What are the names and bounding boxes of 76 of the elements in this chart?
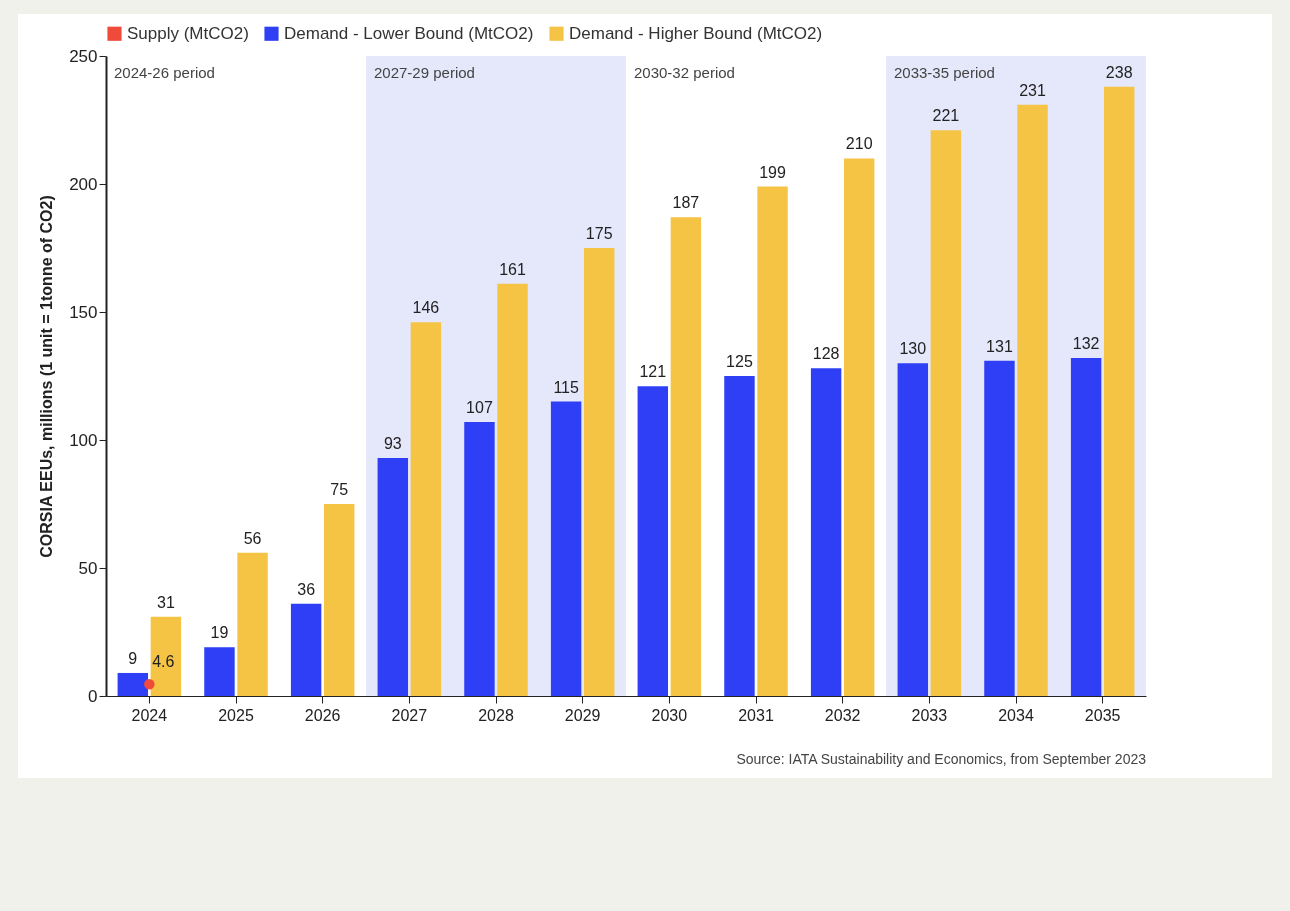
data-label: 125	[726, 353, 753, 370]
y-tick-label: 100	[69, 430, 98, 450]
data-label: 9	[128, 649, 138, 667]
bar	[897, 363, 929, 696]
bar	[410, 322, 442, 696]
x-tick-label: 2025	[218, 706, 254, 724]
annotation: 2024-26 period	[114, 64, 215, 81]
data-label: 161	[499, 260, 526, 278]
x-tick-label: 2026	[304, 706, 341, 724]
bar	[583, 248, 615, 696]
bar	[323, 504, 355, 696]
data-label: 187	[672, 194, 700, 212]
legend-label: Demand - Higher Bound (MtCO2)	[569, 23, 823, 43]
band-label: 2033-35 period	[894, 64, 995, 81]
data-label: 107	[466, 399, 493, 417]
data-label: 121	[639, 363, 667, 381]
x-tick-label: 2032	[824, 706, 861, 724]
data-label: 36	[297, 580, 316, 598]
x-tick-label: 2030	[651, 706, 688, 724]
bar	[150, 616, 182, 696]
data-label: 75	[330, 481, 349, 498]
y-tick-label: 0	[88, 686, 98, 706]
bar	[810, 368, 842, 696]
data-label: 221	[932, 107, 960, 125]
data-label: 115	[553, 378, 579, 396]
bar	[204, 647, 235, 696]
x-tick-label: 2031	[738, 706, 774, 724]
bar	[757, 186, 788, 696]
x-tick-label: 2034	[998, 706, 1034, 724]
data-label: 231	[1019, 81, 1046, 99]
bar	[497, 283, 528, 696]
data-label: 175	[585, 225, 613, 242]
band-label: 2027-29 period	[374, 64, 475, 81]
data-label: 132	[1072, 335, 1100, 353]
data-label: 128	[812, 345, 840, 363]
data-label: 131	[986, 337, 1013, 355]
y-tick-label: 200	[69, 174, 98, 194]
y-tick-label: 50	[78, 558, 98, 578]
data-label: 210	[845, 135, 873, 153]
data-label: 19	[210, 624, 229, 642]
bar	[1017, 104, 1048, 696]
x-tick-label: 2028	[478, 706, 514, 724]
data-label: 130	[899, 340, 927, 358]
bar	[670, 217, 702, 696]
bar	[550, 401, 582, 696]
data-label: 56	[243, 529, 262, 547]
bar	[930, 130, 962, 696]
data-label: 93	[383, 434, 402, 452]
bar	[290, 603, 322, 696]
data-label: 146	[412, 299, 440, 317]
bar	[843, 158, 875, 696]
bar	[1103, 86, 1135, 696]
bar	[377, 457, 409, 696]
x-tick-label: 2035	[1084, 706, 1121, 724]
legend-label: Demand - Lower Bound (MtCO2)	[284, 23, 534, 43]
legend-label: Supply (MtCO2)	[127, 23, 249, 43]
bar	[117, 672, 149, 696]
x-tick-label: 2033	[911, 706, 948, 724]
x-tick-label: 2024	[131, 706, 168, 724]
bar	[464, 422, 495, 696]
source-note: Source: IATA Sustainability and Economics, from September 2023	[736, 751, 1147, 767]
data-label: 238	[1105, 63, 1133, 81]
bar	[724, 376, 755, 696]
data-label: 31	[156, 593, 175, 611]
annotation: 2030-32 period	[634, 64, 735, 81]
data-label: 4.6	[152, 653, 175, 671]
bar	[237, 552, 268, 696]
bar	[984, 360, 1015, 696]
x-tick-label: 2029	[564, 706, 601, 724]
y-axis-title: CORSIA EEUs, millions (1 unit = 1tonne of CO2)	[38, 195, 56, 558]
bar	[1070, 358, 1102, 696]
y-tick-label: 150	[69, 302, 98, 322]
x-tick-label: 2027	[391, 706, 428, 724]
bar	[637, 386, 669, 696]
data-label: 199	[759, 163, 786, 181]
y-tick-label: 250	[69, 46, 98, 66]
